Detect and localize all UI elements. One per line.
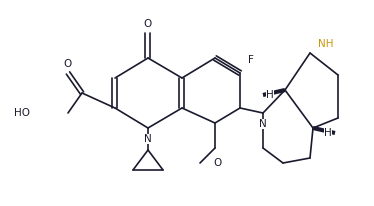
Text: H: H [266, 90, 274, 100]
Text: O: O [144, 19, 152, 29]
Text: O: O [214, 158, 222, 168]
Text: H: H [324, 128, 332, 138]
Text: NH: NH [318, 39, 334, 49]
Text: N: N [144, 134, 152, 144]
Text: N: N [259, 119, 267, 129]
Text: F: F [248, 55, 254, 65]
Text: HO: HO [14, 108, 30, 118]
Text: O: O [64, 59, 72, 69]
